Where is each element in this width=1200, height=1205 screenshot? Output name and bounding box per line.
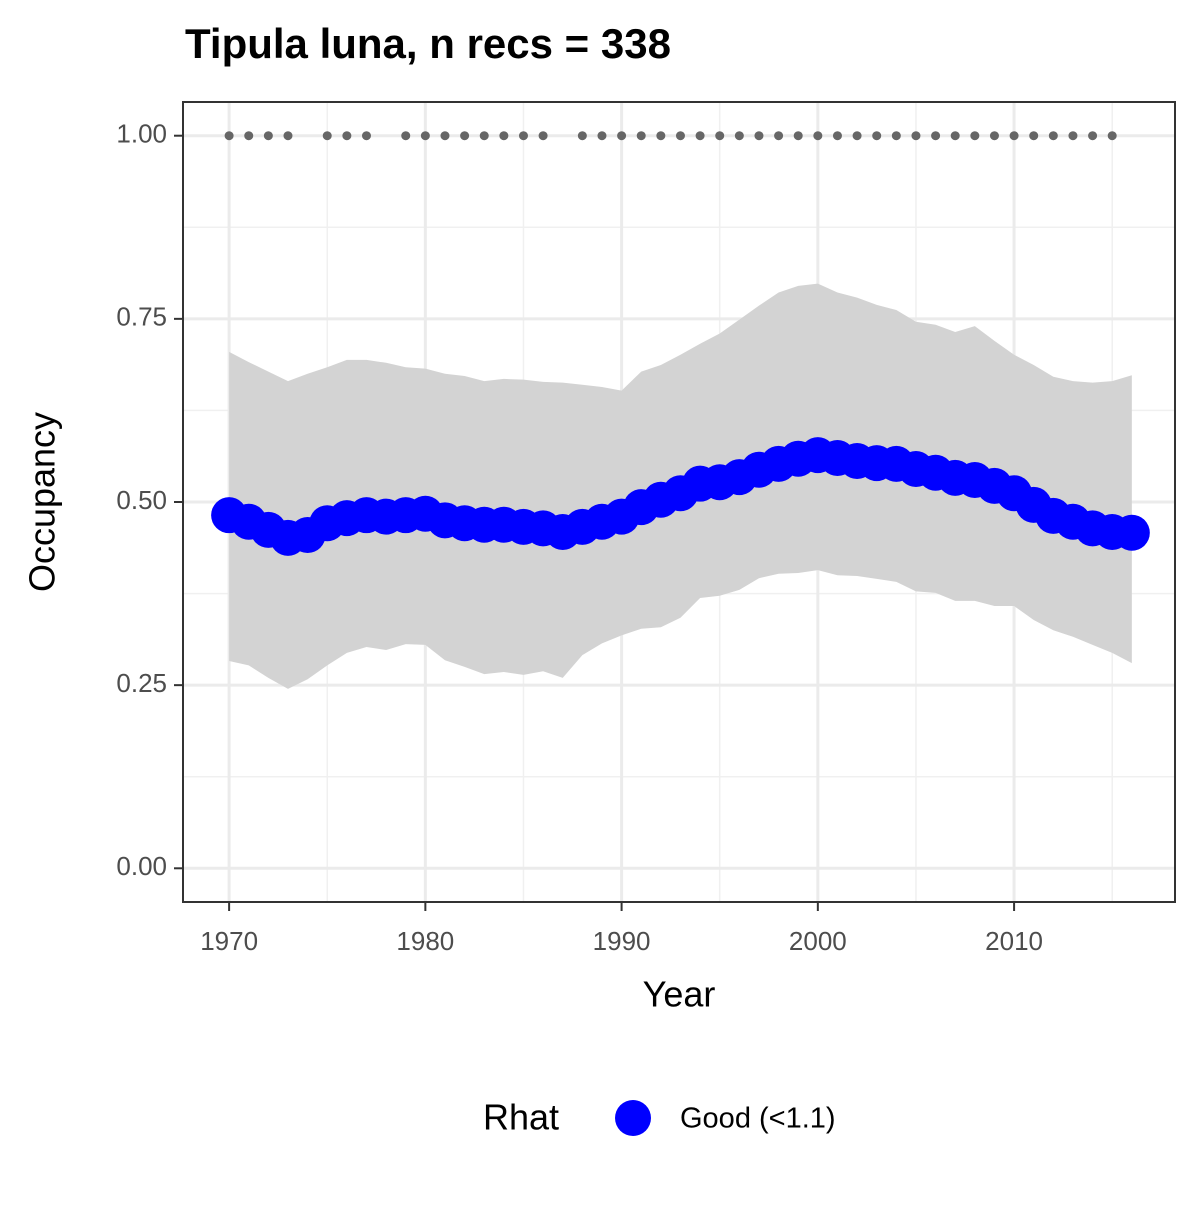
record-dot: [617, 131, 627, 141]
record-dot: [460, 131, 470, 141]
x-axis-label: Year: [643, 974, 716, 1015]
y-axis-label: Occupancy: [22, 412, 63, 592]
record-dot: [911, 131, 921, 141]
record-dot: [931, 131, 941, 141]
y-tick-label: 0.75: [116, 302, 167, 332]
record-dot: [872, 131, 882, 141]
y-tick-label: 0.00: [116, 851, 167, 881]
record-dot: [1029, 131, 1039, 141]
record-dot: [518, 131, 528, 141]
record-dot: [734, 131, 744, 141]
record-dot: [715, 131, 725, 141]
chart-title: Tipula luna, n recs = 338: [185, 20, 671, 67]
x-tick-label: 1970: [200, 926, 258, 956]
record-dot: [440, 131, 450, 141]
record-dot: [1088, 131, 1098, 141]
x-tick-label: 2000: [789, 926, 847, 956]
record-dot: [852, 131, 862, 141]
record-dot: [479, 131, 489, 141]
record-dot: [420, 131, 430, 141]
y-tick-label: 0.50: [116, 485, 167, 515]
record-dot: [1009, 131, 1019, 141]
record-dot: [675, 131, 685, 141]
record-dot: [774, 131, 784, 141]
record-dot: [244, 131, 254, 141]
record-dot: [342, 131, 352, 141]
occupancy-point: [1113, 514, 1150, 551]
record-dot: [322, 131, 332, 141]
record-dot: [754, 131, 764, 141]
record-dot: [813, 131, 823, 141]
record-dot: [656, 131, 666, 141]
x-tick-label: 1990: [593, 926, 651, 956]
record-dot: [793, 131, 803, 141]
record-dot: [224, 131, 234, 141]
x-tick-label: 2010: [985, 926, 1043, 956]
record-dot: [970, 131, 980, 141]
record-dot: [891, 131, 901, 141]
record-dot: [538, 131, 548, 141]
legend-swatch: [615, 1100, 651, 1136]
record-dot: [597, 131, 607, 141]
record-dot: [989, 131, 999, 141]
record-dot: [1107, 131, 1117, 141]
record-dot: [401, 131, 411, 141]
legend-label: Good (<1.1): [680, 1103, 836, 1135]
record-dot: [263, 131, 273, 141]
record-dot: [577, 131, 587, 141]
plot-border: [182, 101, 1176, 903]
record-dot: [361, 131, 371, 141]
x-tick-label: 1980: [396, 926, 454, 956]
record-dot: [499, 131, 509, 141]
record-dot: [283, 131, 293, 141]
record-dot: [950, 131, 960, 141]
y-tick-label: 1.00: [116, 119, 167, 149]
record-dot: [695, 131, 705, 141]
record-dot: [636, 131, 646, 141]
record-dot: [832, 131, 842, 141]
y-tick-label: 0.25: [116, 668, 167, 698]
record-dot: [1048, 131, 1058, 141]
legend-title: Rhat: [483, 1097, 559, 1138]
record-dot: [1068, 131, 1078, 141]
